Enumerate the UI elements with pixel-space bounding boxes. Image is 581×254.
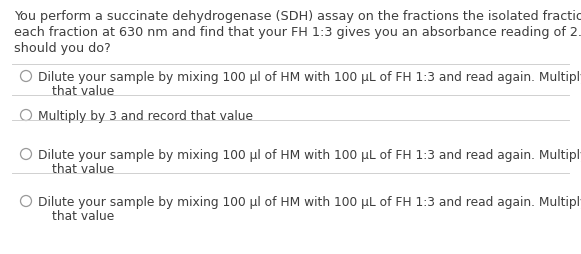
Text: that value: that value (52, 85, 114, 98)
Text: should you do?: should you do? (14, 42, 111, 55)
Text: Dilute your sample by mixing 100 µl of HM with 100 µL of FH 1:3 and read again. : Dilute your sample by mixing 100 µl of H… (38, 149, 581, 162)
Text: Dilute your sample by mixing 100 µl of HM with 100 µL of FH 1:3 and read again. : Dilute your sample by mixing 100 µl of H… (38, 71, 581, 84)
Text: You perform a succinate dehydrogenase (SDH) assay on the fractions the isolated : You perform a succinate dehydrogenase (S… (14, 10, 581, 23)
Text: that value: that value (52, 163, 114, 176)
Text: Multiply by 3 and record that value: Multiply by 3 and record that value (38, 110, 253, 123)
Text: Dilute your sample by mixing 100 µl of HM with 100 µL of FH 1:3 and read again. : Dilute your sample by mixing 100 µl of H… (38, 196, 581, 209)
Text: that value: that value (52, 210, 114, 223)
Text: each fraction at 630 nm and find that your FH 1:3 gives you an absorbance readin: each fraction at 630 nm and find that yo… (14, 26, 581, 39)
